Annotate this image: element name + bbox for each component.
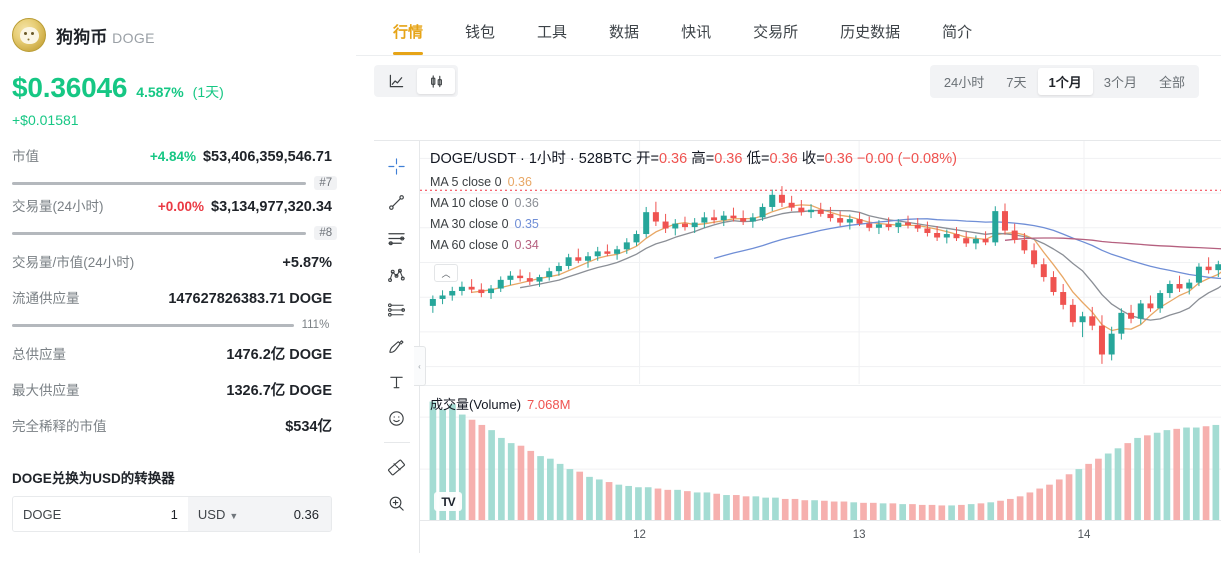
converter-from-value[interactable]: 1 [170, 506, 178, 522]
stat-change: +4.84% [149, 149, 196, 164]
pitchfork-pattern-icon[interactable] [380, 257, 414, 291]
time-tick-0: 12 [633, 529, 646, 541]
stat-value: 1326.7亿 DOGE [226, 383, 332, 399]
stat-value: $3,134,977,320.34 [211, 199, 332, 215]
zoom-in-icon[interactable] [380, 486, 414, 520]
stat-rank-badge: #7 [314, 176, 338, 190]
volume-pane: 成交量(Volume) 7.068M TV [420, 385, 1221, 521]
stat-row: 交易量/市值(24小时) +5.87% [12, 251, 332, 287]
stat-value: $534亿 [285, 419, 332, 435]
stat-row: 最大供应量 1326.7亿 DOGE [12, 379, 332, 415]
time-axis[interactable]: 1213141518:00 [420, 520, 1221, 552]
candlestick-chart-icon[interactable] [417, 68, 455, 94]
converter-to[interactable]: USD ▼ 0.36 [187, 497, 331, 531]
currency-converter[interactable]: DOGE 1 USD ▼ 0.36 [12, 496, 332, 532]
tradingview-logo-icon[interactable]: TV [434, 492, 462, 511]
current-price: $0.36046 [12, 72, 128, 103]
price-pane: DOGE/USDT · 1小时 · 528BTC 开=0.36 高=0.36 低… [420, 141, 1221, 384]
converter-title: DOGE兑换为USD的转换器 [12, 471, 175, 486]
chevron-down-icon: ▼ [229, 510, 239, 521]
stat-label: 交易量(24小时) [12, 199, 104, 214]
converter-to-unit[interactable]: USD ▼ [197, 506, 239, 522]
price-block: $0.36046 4.587% (1天) [12, 72, 332, 104]
measure-ruler-icon[interactable] [380, 450, 414, 484]
coin-sidebar: 狗狗币 DOGE $0.36046 4.587% (1天) +$0.01581 … [0, 0, 356, 570]
line-chart-icon[interactable] [377, 68, 415, 94]
crosshair-icon[interactable] [380, 149, 414, 183]
stat-change: +0.00% [157, 199, 205, 214]
stat-label: 完全稀释的市值 [12, 419, 107, 434]
emoji-icon[interactable] [380, 401, 414, 435]
range-2[interactable]: 1个月 [1037, 67, 1093, 95]
stat-rank-badge: #8 [314, 226, 338, 240]
range-0[interactable]: 24小时 [943, 74, 985, 90]
trend-line-icon[interactable] [380, 185, 414, 219]
price-change-period: (1天) [192, 84, 224, 100]
converter-from[interactable]: DOGE 1 [13, 497, 188, 531]
stat-progress-bar [12, 181, 307, 185]
stat-label: 市值 [12, 149, 39, 164]
stat-label: 最大供应量 [12, 383, 80, 398]
tradingview-chart: ‹ DOGE/USDT · 1小时 · 528BTC 开=0.36 高=0.36 [374, 140, 1221, 570]
tab-6[interactable]: 历史数据 [840, 24, 901, 41]
tab-3[interactable]: 数据 [609, 24, 640, 41]
doge-coin-icon [12, 18, 46, 52]
range-3[interactable]: 3个月 [1103, 74, 1137, 90]
stat-label: 流通供应量 [12, 291, 80, 306]
stat-progress-bar [12, 323, 294, 327]
tab-4[interactable]: 快讯 [681, 24, 712, 41]
toolbar-collapse-handle[interactable]: ‹ [414, 346, 426, 386]
horizontal-lines-icon[interactable] [380, 221, 414, 255]
stats-list: 市值 +4.84% $53,406,359,546.71 #7 交易量(24小时) +0.… [12, 145, 338, 451]
brush-icon[interactable] [380, 329, 414, 363]
price-change-abs: +$0.01581 [12, 112, 79, 128]
toolbar-divider [383, 442, 410, 443]
stat-row: 市值 +4.84% $53,406,359,546.71 #7 [12, 145, 338, 195]
chart-controls: 24小时 7天 1个月 3个月 全部 [356, 56, 1221, 106]
text-tool-icon[interactable] [380, 365, 414, 399]
volume-bars [420, 401, 1221, 521]
time-tick-1: 13 [852, 529, 866, 541]
tab-2[interactable]: 工具 [537, 24, 568, 41]
tab-7[interactable]: 简介 [942, 24, 973, 41]
stat-row: 流通供应量 147627826383.71 DOGE 111% [12, 287, 332, 337]
tab-5[interactable]: 交易所 [753, 24, 799, 41]
stat-row: 总供应量 1476.2亿 DOGE [12, 343, 332, 379]
stat-label: 总供应量 [12, 347, 66, 362]
coin-name: 狗狗币 [56, 27, 108, 47]
stat-value: 1476.2亿 DOGE [226, 347, 332, 363]
main-tabs: 行情 钱包 工具 数据 快讯 交易所 历史数据 简介 [356, 0, 1221, 56]
time-range-selector: 24小时 7天 1个月 3个月 全部 [929, 64, 1199, 98]
chevron-up-icon[interactable]: ︿ [434, 264, 458, 282]
stat-value: $53,406,359,546.71 [202, 149, 332, 165]
tab-1[interactable]: 钱包 [465, 24, 496, 41]
price-change-pct: 4.587% [136, 84, 184, 100]
volume-legend: 成交量(Volume) 7.068M [430, 397, 571, 412]
converter-to-value: 0.36 [293, 506, 320, 522]
stat-progress-bar [12, 231, 307, 235]
stat-rank-badge: 111% [301, 319, 330, 331]
coin-header: 狗狗币 DOGE [12, 12, 332, 58]
stat-value: +5.87% [282, 255, 332, 271]
coin-ticker: DOGE [112, 29, 155, 46]
stat-label: 交易量/市值(24小时) [12, 255, 135, 270]
converter-from-unit: DOGE [23, 506, 62, 522]
chart-section: 行情 钱包 工具 数据 快讯 交易所 历史数据 简介 24小时 7天 1个月 [356, 0, 1221, 570]
price-candles [420, 141, 1221, 384]
fib-retracement-icon[interactable] [380, 293, 414, 327]
chart-type-toggle [374, 65, 458, 97]
drawing-toolbar [374, 141, 420, 553]
time-tick-2: 14 [1077, 529, 1091, 541]
range-4[interactable]: 全部 [1158, 74, 1185, 90]
stat-value: 147627826383.71 DOGE [168, 291, 332, 307]
range-1[interactable]: 7天 [1006, 74, 1027, 90]
stat-row: 交易量(24小时) +0.00% $3,134,977,320.34 #8 [12, 195, 338, 245]
tab-0[interactable]: 行情 [372, 21, 444, 55]
stat-row: 完全稀释的市值 $534亿 [12, 415, 332, 451]
